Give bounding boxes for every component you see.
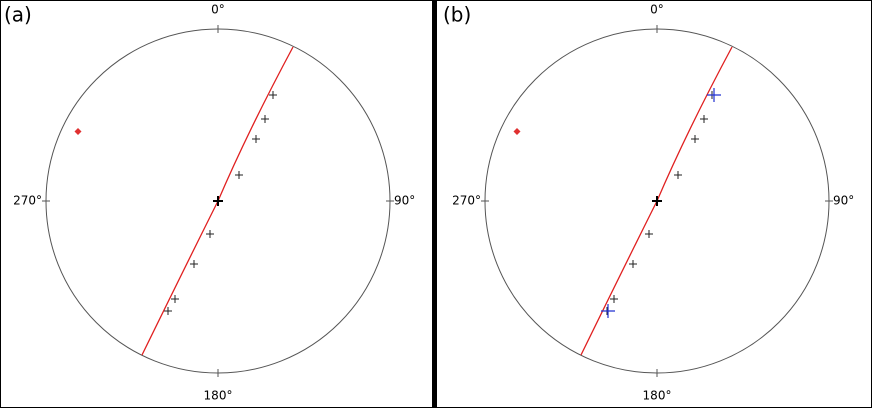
direction-label: 270° [452, 194, 481, 208]
direction-label: 0° [650, 3, 664, 17]
direction-label: 90° [394, 194, 415, 208]
center-mark [213, 196, 223, 206]
data-point [629, 260, 637, 268]
panel-frame [436, 0, 872, 408]
direction-label: 0° [211, 3, 225, 17]
data-point [252, 135, 260, 143]
data-point [700, 115, 708, 123]
data-point [206, 230, 214, 238]
pole-point [513, 128, 521, 135]
data-point [164, 307, 172, 315]
data-point [261, 115, 269, 123]
direction-label: 90° [833, 194, 854, 208]
panel-label: (a) [4, 3, 32, 27]
data-point [269, 91, 277, 99]
center-mark [652, 196, 662, 206]
data-point [610, 295, 618, 303]
direction-label: 180° [643, 389, 672, 403]
data-point [674, 171, 682, 179]
data-point [645, 230, 653, 238]
direction-label: 180° [204, 389, 233, 403]
data-point [691, 135, 699, 143]
pole-point [74, 128, 82, 135]
data-point [190, 260, 198, 268]
direction-label: 270° [13, 194, 42, 208]
panel-label: (b) [443, 3, 471, 27]
highlight-point [601, 304, 615, 318]
data-point [235, 171, 243, 179]
data-point [171, 295, 179, 303]
highlight-point [707, 88, 721, 102]
divider [433, 0, 436, 408]
